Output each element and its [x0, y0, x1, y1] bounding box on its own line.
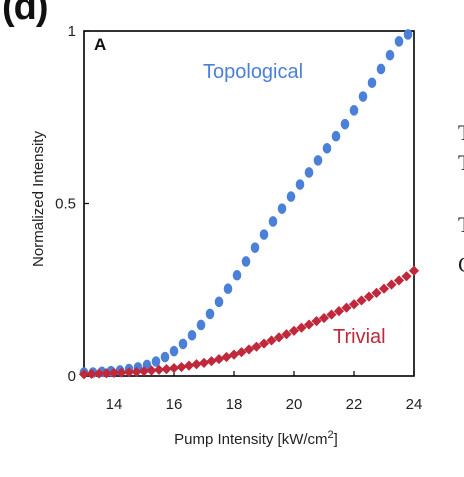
data-point-topological: [367, 77, 377, 89]
data-point-trivial: [258, 338, 270, 349]
x-axis-label-sup: 2: [328, 429, 334, 441]
data-point-trivial: [356, 295, 367, 306]
data-point-trivial: [213, 354, 225, 365]
data-point-trivial: [386, 279, 397, 290]
data-point-topological: [232, 269, 242, 281]
data-point-trivial: [393, 275, 405, 286]
data-point-trivial: [408, 265, 420, 276]
data-point-trivial: [296, 322, 307, 333]
data-point-topological: [340, 118, 350, 130]
x-tick-label: 14: [106, 396, 123, 413]
data-point-topological: [250, 242, 260, 253]
data-point-topological: [286, 191, 296, 202]
data-point-trivial: [318, 312, 330, 324]
y-tick-label: 0: [68, 368, 76, 385]
data-point-trivial: [401, 271, 412, 282]
data-point-trivial: [161, 364, 172, 375]
data-point-topological: [358, 91, 368, 102]
x-axis-label-text: Pump Intensity [kW/cm: [174, 431, 327, 448]
data-point-trivial: [266, 335, 277, 346]
data-point-topological: [259, 229, 269, 240]
panel-tag: (d): [2, 0, 49, 28]
x-tick-label: 24: [406, 396, 423, 413]
data-point-trivial: [138, 366, 150, 377]
data-point-topological: [214, 296, 224, 308]
data-point-trivial: [251, 341, 262, 352]
data-point-topological: [403, 29, 413, 40]
data-point-trivial: [198, 357, 210, 368]
y-axis-label: Normalized Intensity: [30, 131, 47, 267]
data-point-trivial: [348, 299, 360, 310]
data-point-topological: [394, 36, 404, 47]
data-point-trivial: [146, 365, 157, 376]
data-point-trivial: [183, 360, 195, 371]
series-topological: [79, 29, 413, 378]
data-point-topological: [313, 155, 323, 166]
data-point-topological: [205, 308, 215, 320]
data-point-trivial: [326, 309, 337, 320]
data-point-trivial: [378, 283, 390, 294]
data-point-trivial: [273, 332, 285, 343]
data-point-topological: [385, 49, 395, 61]
y-tick-label: 0.5: [55, 196, 76, 213]
data-point-trivial: [243, 344, 255, 355]
x-tick-label: 22: [346, 396, 363, 413]
series-trivial: [78, 265, 420, 380]
data-point-topological: [160, 351, 170, 363]
data-point-trivial: [288, 325, 300, 336]
data-point-trivial: [131, 366, 142, 377]
x-tick-label: 18: [226, 396, 243, 413]
data-point-topological: [169, 345, 179, 357]
data-point-topological: [331, 130, 341, 142]
data-point-topological: [349, 105, 359, 116]
x-axis-label: Pump Intensity [kW/cm2]: [174, 429, 338, 448]
data-point-topological: [223, 283, 233, 295]
edge-fragment: T: [458, 150, 464, 175]
data-point-topological: [304, 167, 314, 178]
data-point-trivial: [281, 329, 292, 340]
data-point-trivial: [123, 367, 135, 378]
data-point-topological: [277, 203, 287, 214]
data-point-trivial: [371, 287, 382, 298]
edge-fragment: T: [458, 120, 464, 145]
data-point-trivial: [176, 361, 187, 373]
data-point-topological: [376, 63, 386, 75]
data-point-topological: [187, 329, 197, 341]
data-marks: [78, 29, 420, 380]
data-point-topological: [295, 179, 305, 190]
data-point-trivial: [191, 359, 202, 370]
data-point-trivial: [206, 356, 217, 367]
data-point-topological: [151, 356, 161, 367]
data-point-trivial: [116, 367, 127, 378]
series-label-topological: Topological: [203, 61, 303, 83]
data-point-trivial: [168, 362, 180, 374]
x-tick-label: 16: [166, 396, 183, 413]
data-point-trivial: [303, 319, 315, 330]
edge-fragment: T: [458, 212, 464, 237]
axes: 14 16 18 20 22 24 0 0.5 1: [55, 23, 422, 413]
data-point-trivial: [363, 291, 375, 302]
series-label-trivial: Trivial: [333, 326, 386, 348]
data-point-trivial: [101, 368, 112, 379]
edge-fragment: C: [458, 252, 464, 277]
data-point-topological: [241, 256, 251, 267]
data-point-topological: [268, 216, 278, 227]
data-point-topological: [178, 338, 188, 350]
data-point-topological: [196, 319, 206, 331]
data-point-trivial: [236, 347, 247, 358]
x-axis-label-close: ]: [334, 431, 338, 448]
y-tick-label: 1: [68, 23, 76, 40]
data-point-trivial: [311, 316, 322, 327]
data-point-trivial: [333, 306, 345, 317]
data-point-trivial: [153, 364, 165, 375]
data-point-topological: [322, 143, 332, 154]
x-tick-label: 20: [286, 396, 303, 413]
data-point-trivial: [341, 302, 352, 313]
inset-letter: A: [94, 35, 106, 54]
data-point-trivial: [108, 367, 120, 378]
